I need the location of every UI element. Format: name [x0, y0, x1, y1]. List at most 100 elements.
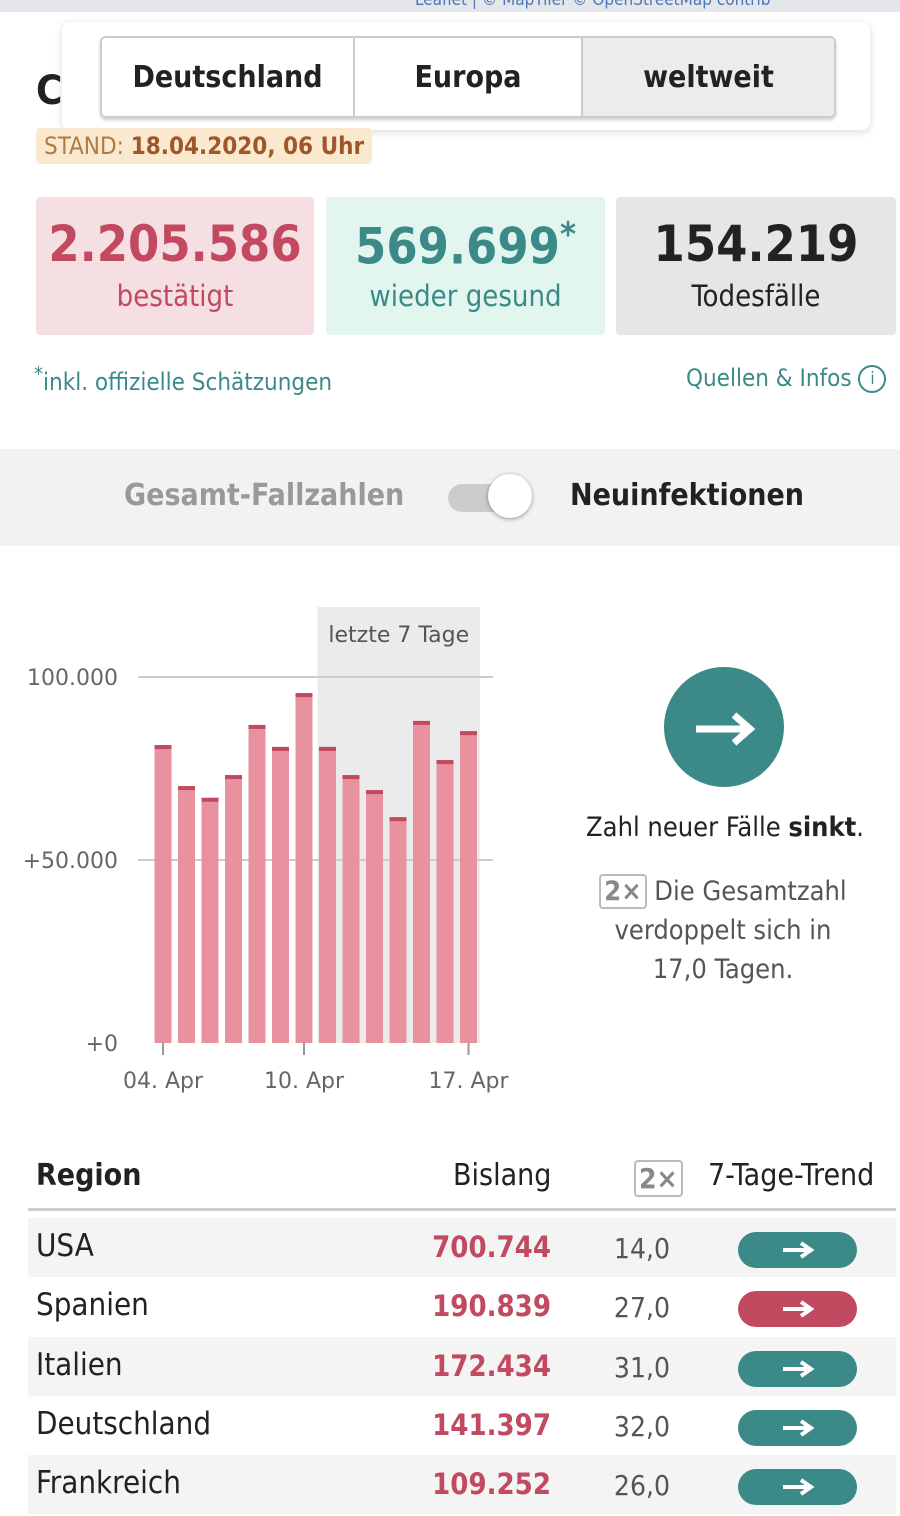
bar-cap [295, 693, 313, 698]
toggle-knob[interactable] [488, 474, 532, 518]
stat-mark: * [559, 215, 576, 255]
toggle-right[interactable]: Neuinfektionen [570, 478, 805, 513]
tab-bar: Deutschland Europa weltweit [100, 36, 836, 118]
sources-text: Quellen & Infos [686, 364, 852, 392]
table-header: Bislang [453, 1158, 552, 1193]
region-name: Deutschland [36, 1405, 212, 1442]
trend-end: . [856, 812, 864, 843]
bar-cap [413, 720, 430, 725]
bar-cap [178, 786, 195, 791]
trend-pill [738, 1350, 857, 1387]
x-tick-label: 10. Apr [264, 1069, 345, 1094]
stand-label: STAND: [44, 132, 124, 160]
footnote: *inkl. offizielle Schätzungen [34, 362, 332, 396]
trend-text: Zahl neuer Fälle sinkt. [540, 812, 900, 843]
bar-cap [201, 797, 219, 802]
stand-date: 18.04.2020, 06 Uhr [130, 132, 365, 160]
case-total: 109.252 [432, 1467, 551, 1502]
bar [342, 775, 360, 1043]
stat-card: 2.205.586 bestätigt [36, 197, 314, 335]
bar [154, 745, 172, 1043]
bar [295, 693, 313, 1043]
bar [272, 746, 289, 1043]
bar [460, 731, 477, 1043]
footnote-text: inkl. offizielle Schätzungen [43, 368, 333, 396]
bar [201, 797, 219, 1043]
x-tick-label: 04. Apr [123, 1069, 204, 1094]
bar [225, 775, 242, 1043]
tab[interactable]: Europa [355, 38, 583, 116]
stat-number: 569.699 [355, 217, 560, 276]
trend-pill [738, 1409, 857, 1446]
bar-cap [342, 775, 360, 780]
sources-link[interactable]: Quellen & Infos i [686, 364, 887, 393]
stat-value: 2.205.586 [36, 215, 314, 273]
doubling-days: 14,0 [613, 1232, 670, 1265]
table-header-line [28, 1208, 896, 1211]
bar-cap [154, 745, 172, 750]
doubling-sentence: Die Gesamtzahl verdoppelt sich in 17,0 T… [614, 876, 847, 985]
x-tick-label: 17. Apr [428, 1069, 509, 1094]
y-tick-label: +0 [86, 1032, 118, 1057]
trend-pill [738, 1291, 857, 1328]
trend-strong: sinkt [788, 812, 857, 843]
case-total: 141.397 [432, 1407, 551, 1442]
annotation: letzte 7 Tage [328, 623, 469, 648]
region-name: Spanien [36, 1287, 149, 1324]
y-tick-label: +50.000 [23, 849, 118, 874]
tab[interactable]: weltweit [582, 38, 834, 116]
table-header: Region [36, 1158, 142, 1193]
stat-label: Todesfälle [691, 279, 821, 313]
doubling-days: 27,0 [613, 1291, 670, 1325]
trend-lead: Zahl neuer Fälle [586, 812, 789, 843]
stat-number: 154.219 [653, 215, 859, 273]
y-tick-label: 100.000 [27, 666, 118, 691]
bar-cap [436, 760, 454, 765]
stat-label: wieder gesund [369, 279, 562, 313]
region-name: Italien [36, 1346, 123, 1383]
heading: C [36, 68, 63, 114]
case-total: 700.744 [432, 1230, 551, 1264]
bar [436, 760, 454, 1043]
bar-cap [389, 817, 407, 822]
trend-pill [738, 1232, 857, 1268]
stat-card: 569.699* wieder gesund [326, 197, 605, 335]
region-name: Frankreich [36, 1465, 181, 1502]
stand: STAND: 18.04.2020, 06 Uhr [36, 128, 373, 164]
table-header: 2× [634, 1160, 683, 1197]
footnote-mark: * [34, 362, 43, 386]
bar-cap [272, 746, 289, 751]
stat-value: 154.219 [616, 215, 896, 273]
bar-cap [225, 775, 242, 780]
stat-label: bestätigt [116, 279, 234, 313]
doubling-text: 2× Die Gesamtzahl verdoppelt sich in 17,… [598, 872, 848, 989]
bar [389, 817, 407, 1043]
toggle-left[interactable]: Gesamt-Fallzahlen [124, 478, 405, 513]
case-total: 190.839 [432, 1289, 551, 1324]
stat-number: 2.205.586 [48, 215, 302, 273]
bar [413, 720, 430, 1043]
doubling-days: 26,0 [613, 1469, 670, 1503]
trend-pill [738, 1469, 857, 1506]
bar [319, 746, 336, 1043]
bar-cap [366, 790, 383, 795]
doubling-days: 32,0 [613, 1409, 670, 1443]
doubling-badge: 2× [599, 874, 647, 909]
trend-icon [664, 667, 784, 787]
bar [248, 724, 266, 1043]
region-name: USA [36, 1228, 94, 1264]
bar-cap [319, 746, 336, 751]
doubling-days: 31,0 [613, 1350, 670, 1384]
bar [366, 790, 383, 1043]
info-icon: i [858, 365, 887, 393]
bar-cap [460, 731, 477, 736]
case-total: 172.434 [432, 1348, 551, 1383]
map-attribution: Leaflet | © MapTiler © OpenStreetMap con… [415, 0, 771, 10]
table-header: 7-Tage-Trend [708, 1158, 875, 1193]
bar-cap [248, 724, 266, 729]
tab[interactable]: Deutschland [102, 38, 356, 116]
chart: letzte 7 Tage +0 +50.000 100.000 04. Apr 10. … [23, 607, 509, 1094]
stat-value: 569.699* [326, 215, 605, 276]
map-strip [0, 0, 900, 12]
